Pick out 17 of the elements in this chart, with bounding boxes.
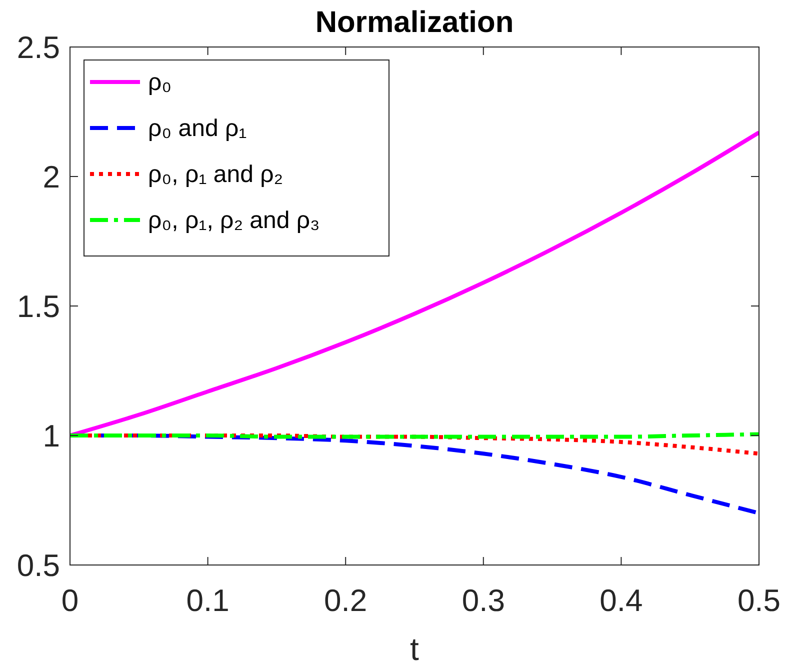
x-axis-title: t [410, 631, 420, 667]
x-tick-label: 0.1 [186, 583, 230, 618]
y-tick-label: 1 [42, 418, 60, 454]
y-tick-label: 0.5 [16, 548, 60, 583]
legend-label: ρ₀ [148, 69, 172, 96]
x-tick-label: 0.4 [600, 583, 643, 618]
x-tick-label: 0 [61, 583, 79, 618]
x-tick-label: 0.2 [324, 583, 368, 618]
y-tick-label: 2.5 [16, 30, 60, 65]
legend-label: ρ₀, ρ₁, ρ₂ and ρ₃ [148, 207, 320, 234]
y-tick-label: 1.5 [16, 289, 60, 324]
x-tick-label: 0.5 [737, 583, 781, 618]
chart-title: Normalization [315, 6, 514, 39]
legend-label: ρ₀ and ρ₁ [148, 115, 247, 142]
legend-label: ρ₀, ρ₁ and ρ₂ [148, 161, 284, 188]
x-tick-label: 0.3 [462, 583, 505, 618]
y-tick-label: 2 [42, 160, 60, 194]
